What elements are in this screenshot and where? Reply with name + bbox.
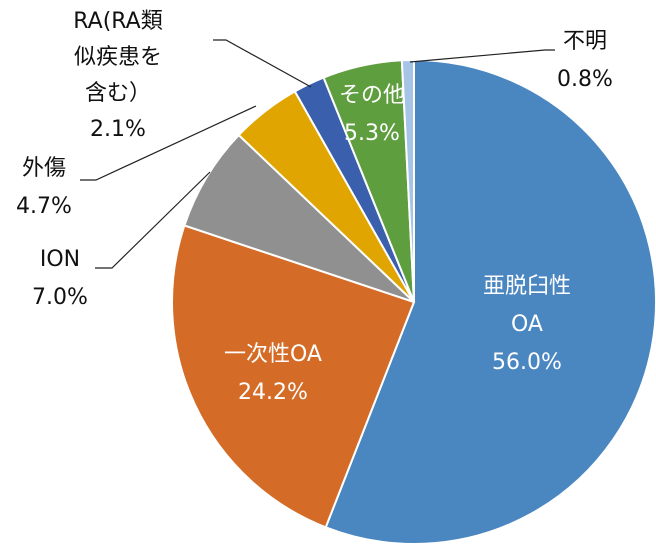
data-label: 外傷 4.7% (4, 150, 84, 226)
data-label: その他 5.3% (322, 77, 422, 153)
slice-name: 亜脱臼性OA (482, 274, 571, 337)
data-label: RA(RA類似疾患を含む） 2.1% (66, 4, 171, 148)
slice-name: 外傷 (21, 156, 66, 181)
slice-value: 4.7% (16, 194, 72, 219)
data-label: ION 7.0% (15, 241, 105, 317)
leader-line (213, 39, 312, 88)
leader-line (409, 49, 555, 63)
slice-value: 7.0% (32, 285, 88, 310)
slice-name: 不明 (562, 29, 607, 54)
slice-value: 0.8% (557, 67, 613, 92)
data-label: 一次性OA 24.2% (203, 336, 343, 412)
pie-slice (171, 224, 416, 529)
slice-name: ION (39, 247, 81, 272)
leader-line (95, 171, 211, 269)
slice-name: 一次性OA (224, 342, 322, 367)
leader-line (80, 105, 257, 181)
slice-value: 56.0% (492, 350, 562, 375)
slice-value: 2.1% (90, 117, 146, 142)
slice-value: 5.3% (344, 121, 400, 146)
slice-name: RA(RA類似疾患を含む） (73, 9, 163, 106)
pie-slice (324, 58, 656, 545)
slice-value: 24.2% (238, 380, 308, 405)
pie-slice (183, 133, 415, 303)
pie-slice (400, 58, 415, 303)
data-label: 亜脱臼性OA 56.0% (477, 268, 577, 382)
slice-name: その他 (338, 83, 405, 108)
data-label: 不明 0.8% (540, 23, 630, 99)
